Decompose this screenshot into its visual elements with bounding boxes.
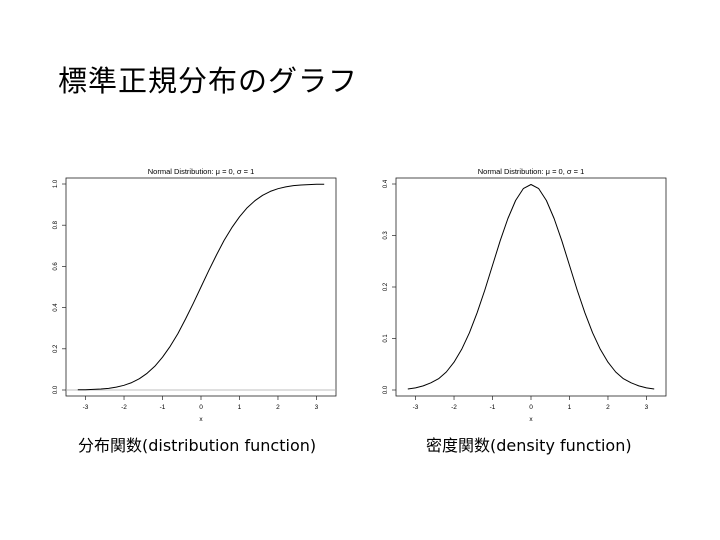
x-tick-label: 3: [645, 404, 649, 411]
density-function-caption: 密度関数(density function): [426, 436, 632, 455]
y-tick-label: 0.6: [53, 262, 59, 271]
y-tick-label: 0.0: [53, 385, 59, 394]
density-function-chart: Normal Distribution: μ = 0, σ = 1 0.0 0.1 0…: [378, 150, 678, 440]
x-tick-label: -2: [121, 404, 127, 411]
x-tick-label: 0: [529, 404, 533, 411]
y-tick-label: 0.4: [53, 303, 59, 312]
series-line: [407, 184, 655, 390]
y-axis: 0.0 0.2 0.4 0.6 0.8 1.0: [53, 179, 66, 394]
y-tick-label: 0.0: [383, 385, 389, 394]
x-tick-label: 3: [315, 404, 319, 411]
x-tick-label: 2: [606, 404, 610, 411]
plot-frame: [395, 177, 667, 397]
x-tick-label: -1: [160, 404, 166, 411]
slide-title: 標準正規分布のグラフ: [58, 64, 359, 98]
x-axis-label: x: [199, 416, 203, 423]
y-tick-label: 0.2: [383, 282, 389, 291]
x-tick-label: -3: [83, 404, 89, 411]
x-tick-label: -2: [451, 404, 457, 411]
distribution-function-chart: Normal Distribution: μ = 0, σ = 1 0.0 0.2 0…: [48, 150, 348, 440]
y-tick-label: 0.3: [383, 231, 389, 240]
x-tick-label: -1: [490, 404, 496, 411]
x-tick-label: 1: [568, 404, 572, 411]
distribution-function-caption: 分布関数(distribution function): [78, 436, 317, 455]
x-tick-label: 2: [276, 404, 280, 411]
density-function-plot: Normal Distribution: μ = 0, σ = 10.00.10…: [383, 167, 667, 423]
x-tick-label: 1: [238, 404, 242, 411]
y-axis: 0.0 0.1 0.2 0.3 0.4: [383, 179, 396, 394]
y-tick-label: 1.0: [53, 179, 59, 188]
x-tick-label: -3: [413, 404, 419, 411]
y-tick-label: 0.4: [383, 179, 389, 188]
x-axis: -3 -2 -1 0 1 2 3 x: [83, 396, 319, 423]
y-tick-label: 0.8: [53, 220, 59, 229]
y-tick-label: 0.1: [383, 334, 389, 343]
chart-title: Normal Distribution: μ = 0, σ = 1: [148, 167, 255, 176]
y-tick-label: 0.2: [53, 344, 59, 353]
distribution-function-plot: Normal Distribution: μ = 0, σ = 10.00.20…: [53, 167, 337, 423]
chart-title: Normal Distribution: μ = 0, σ = 1: [478, 167, 585, 176]
series-line: [77, 183, 325, 391]
x-axis: -3 -2 -1 0 1 2 3 x: [413, 396, 649, 423]
x-axis-label: x: [529, 416, 533, 423]
x-tick-label: 0: [199, 404, 203, 411]
